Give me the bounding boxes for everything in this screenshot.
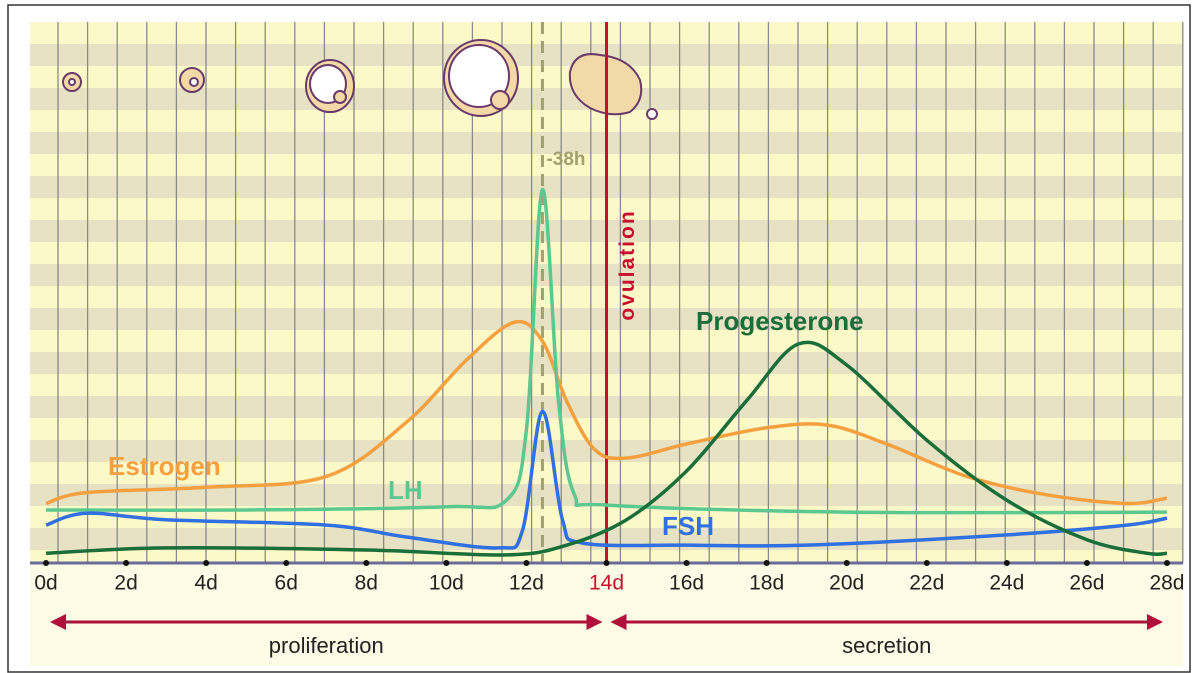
x-tick-label: 26d <box>1069 572 1104 595</box>
arrow-head <box>1146 614 1163 630</box>
series-line <box>45 409 1168 550</box>
series-label: Estrogen <box>108 451 221 481</box>
x-tick-label: 4d <box>194 572 217 595</box>
x-tick-label: 20d <box>829 572 864 595</box>
arrow-head <box>586 614 603 630</box>
arrow-head <box>50 614 67 630</box>
series-label: Progesterone <box>696 306 864 336</box>
lh-peak-label: -38h <box>546 149 585 170</box>
follicles <box>62 39 658 120</box>
x-tick <box>683 560 690 566</box>
x-tick-label: 2d <box>114 572 137 595</box>
x-tick-label: 14d <box>589 572 624 595</box>
phase-label: proliferation <box>269 633 384 658</box>
series-line <box>46 187 1167 515</box>
x-tick-label: 6d <box>275 572 298 595</box>
x-tick <box>43 560 50 566</box>
x-tick-label: 16d <box>669 572 704 595</box>
series-line <box>45 319 1168 506</box>
x-tick <box>203 560 210 566</box>
x-tick-label: 24d <box>989 572 1024 595</box>
x-tick-label: 8d <box>355 572 378 595</box>
series-label: LH <box>388 475 423 505</box>
series-line <box>45 340 1168 557</box>
x-tick-label: 10d <box>429 572 464 595</box>
phase-label: secretion <box>842 633 931 658</box>
x-tick <box>603 560 610 566</box>
x-tick <box>1083 560 1090 566</box>
x-tick-label: 0d <box>34 572 57 595</box>
x-tick-label: 28d <box>1149 572 1184 595</box>
arrow-head <box>610 614 627 630</box>
ovulation-label: ovulation <box>616 209 639 320</box>
x-tick-label: 18d <box>749 572 784 595</box>
x-tick-label: 22d <box>909 572 944 595</box>
x-tick-label: 12d <box>509 572 544 595</box>
x-tick <box>443 560 450 566</box>
x-tick <box>283 560 290 566</box>
x-tick <box>123 560 130 566</box>
footer-background <box>30 563 1183 666</box>
x-tick <box>923 560 930 566</box>
series-label: FSH <box>662 511 714 541</box>
x-tick <box>763 560 770 566</box>
x-tick <box>1003 560 1010 566</box>
x-tick <box>843 560 850 566</box>
x-tick <box>523 560 530 566</box>
x-tick <box>363 560 370 566</box>
x-tick <box>1163 560 1170 566</box>
